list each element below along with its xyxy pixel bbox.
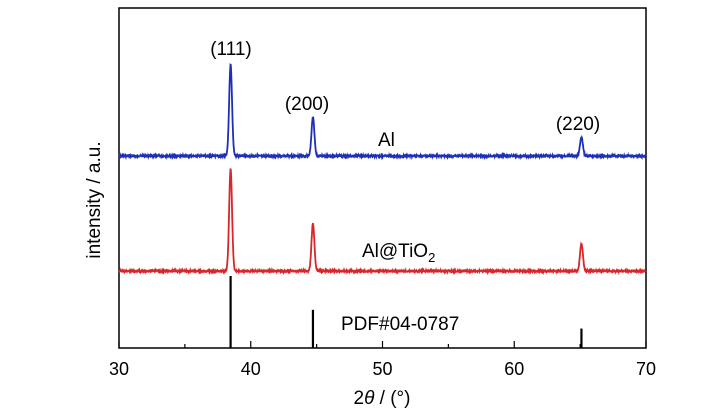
series-al-line xyxy=(118,63,647,161)
x-tick-label: 50 xyxy=(372,359,392,379)
plot-frame xyxy=(118,7,647,349)
x-tick-label: 70 xyxy=(636,359,656,379)
reference-pattern-lines xyxy=(229,276,583,348)
reference-label: PDF#04-0787 xyxy=(341,314,459,335)
series-label-al-tio2-sub: 2 xyxy=(428,250,435,265)
peak-label-200: (200) xyxy=(285,94,329,115)
x-tick-label: 60 xyxy=(504,359,524,379)
series-label-al-tio2-main: Al@TiO xyxy=(362,241,428,262)
x-axis-title: 2θ / (°) xyxy=(354,388,411,409)
peak-label-111: (111) xyxy=(210,39,252,60)
peak-label-220: (220) xyxy=(556,114,600,135)
series-label-al-tio2: Al@TiO2 xyxy=(362,241,435,265)
x-axis-ticks xyxy=(118,341,647,348)
x-tick-label: 30 xyxy=(109,359,129,379)
x-axis-tick-labels: 30 40 50 60 70 xyxy=(109,359,656,379)
x-tick-label: 40 xyxy=(241,359,261,379)
series-label-al: Al xyxy=(378,130,395,151)
series-al-tio2-line xyxy=(118,168,647,276)
y-axis-title: intensity / a.u. xyxy=(84,141,105,258)
